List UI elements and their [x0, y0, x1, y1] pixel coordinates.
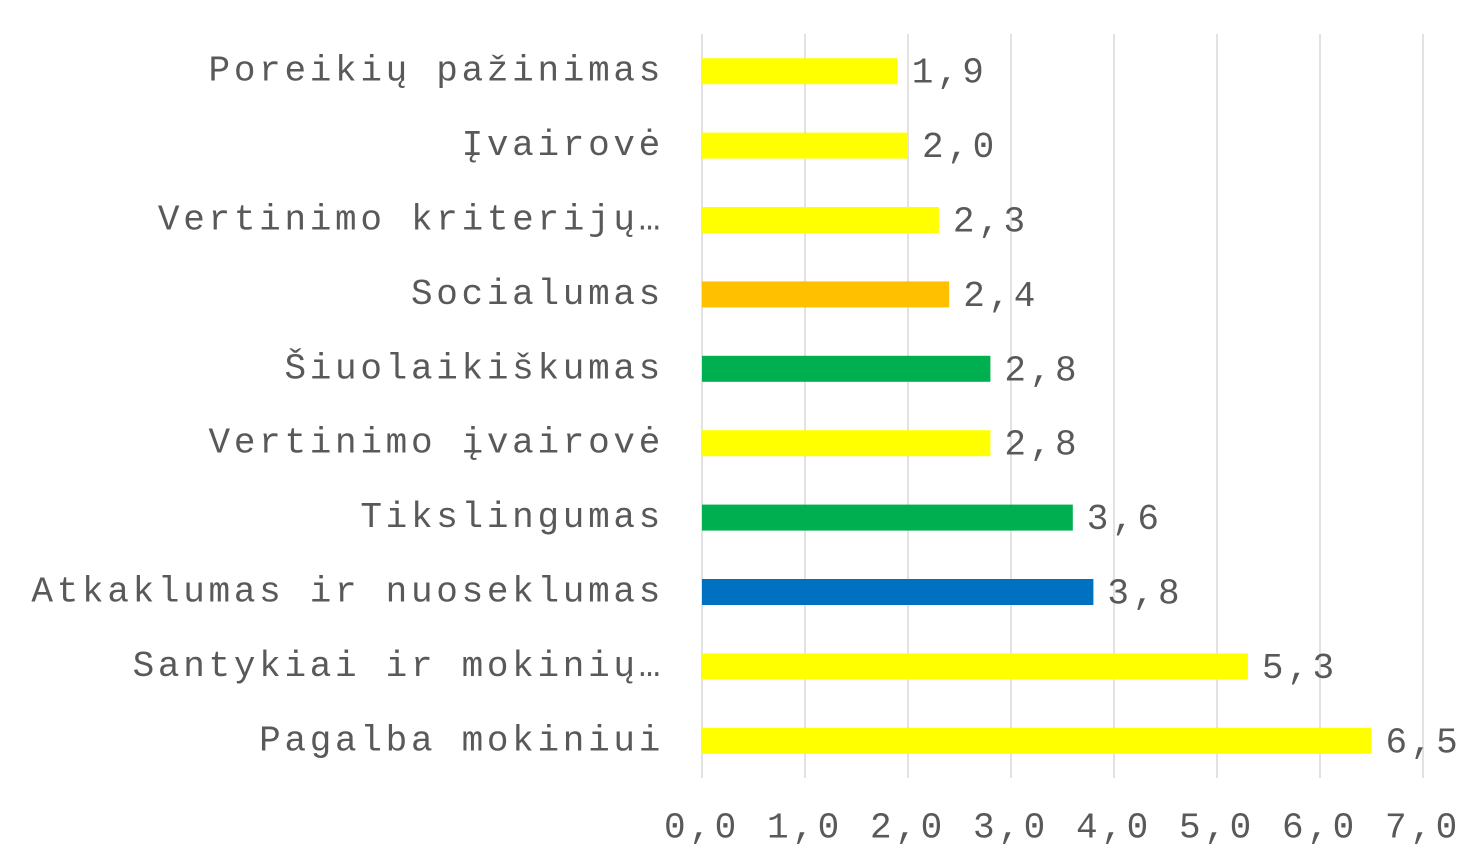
bar [702, 504, 1073, 531]
x-tick-label: 3,0 [973, 808, 1049, 849]
bar [702, 355, 991, 382]
bar [702, 727, 1372, 754]
value-label: 5,3 [1262, 648, 1338, 689]
y-tick-label: Vertinimo įvairovė [209, 423, 664, 464]
x-tick-label: 7,0 [1385, 808, 1461, 849]
y-tick-label: Santykiai ir mokinių… [133, 646, 664, 687]
y-tick-label: Vertinimo kriterijų… [158, 200, 664, 241]
y-tick-label: Šiuolaikiškumas [284, 346, 664, 389]
value-label: 3,6 [1087, 499, 1163, 540]
bar [702, 58, 898, 85]
bar [702, 430, 991, 457]
y-tick-label: Pagalba mokiniui [259, 720, 664, 761]
bar [702, 579, 1094, 605]
x-tick-label: 4,0 [1076, 808, 1152, 849]
x-tick-label: 5,0 [1179, 808, 1255, 849]
value-label: 2,4 [963, 276, 1039, 317]
bar [702, 207, 939, 233]
value-label: 6,5 [1386, 722, 1462, 763]
value-label: 1,9 [912, 53, 988, 94]
y-tick-label: Atkaklumas ir nuoseklumas [31, 572, 664, 613]
bar [702, 281, 950, 308]
x-tick-label: 6,0 [1282, 808, 1358, 849]
bar [702, 132, 908, 159]
value-label: 2,0 [922, 127, 998, 168]
x-tick-label: 2,0 [870, 808, 946, 849]
x-tick-label: 1,0 [767, 808, 843, 849]
y-tick-label: Įvairovė [462, 125, 664, 166]
y-tick-label: Socialumas [411, 274, 664, 315]
y-tick-label: Poreikių pažinimas [209, 51, 664, 92]
value-label: 2,8 [1004, 350, 1080, 391]
value-label: 2,3 [953, 202, 1029, 243]
value-label: 2,8 [1004, 425, 1080, 466]
x-tick-label: 0,0 [664, 808, 740, 849]
y-tick-label: Tikslingumas [360, 497, 664, 538]
bar [702, 653, 1248, 680]
value-label: 3,8 [1107, 574, 1183, 615]
